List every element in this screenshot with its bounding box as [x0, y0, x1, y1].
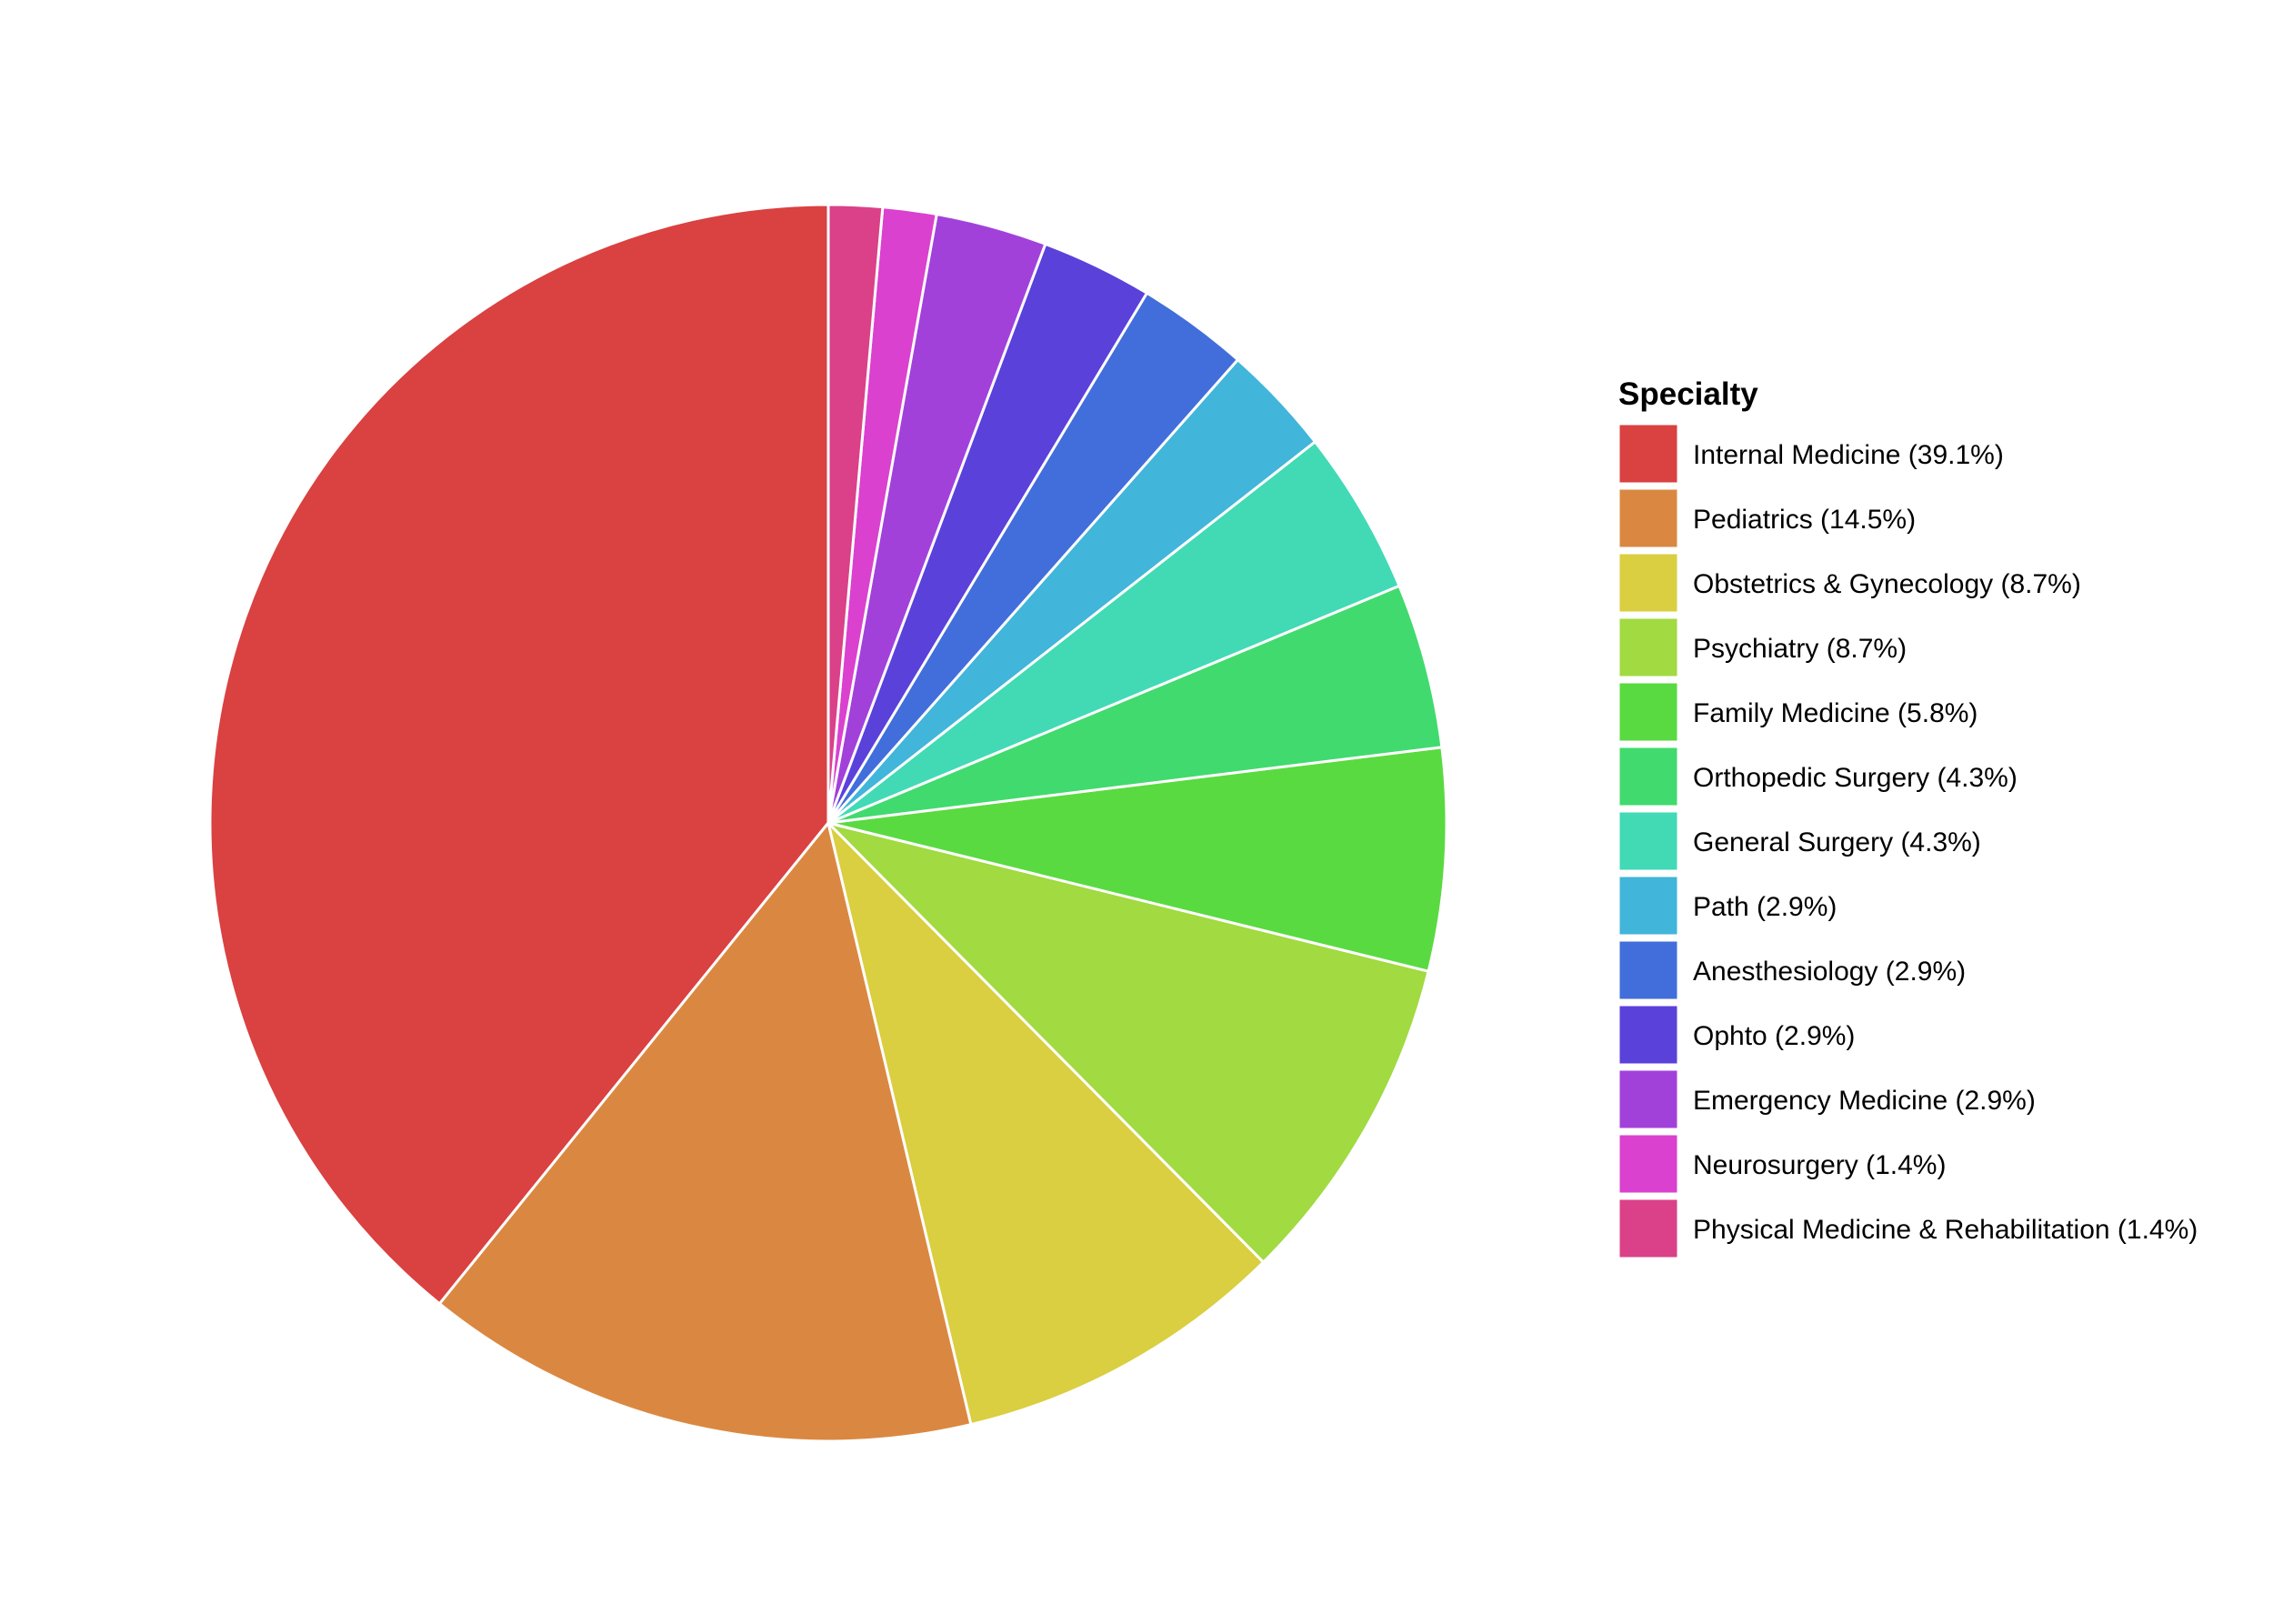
legend-label-1: Pediatrics (14.5%): [1693, 505, 1916, 535]
legend-label-0: Internal Medicine (39.1%): [1693, 440, 2004, 470]
legend-items: Internal Medicine (39.1%) Pediatrics (14.…: [1617, 422, 2198, 1260]
legend-key-6: [1617, 809, 1680, 873]
legend-key-8: [1617, 938, 1680, 1002]
pie-slice-0: [208, 203, 830, 1306]
legend-label-10: Emergency Medicine (2.9%): [1693, 1086, 2036, 1116]
legend-key-2: [1617, 551, 1680, 615]
legend-label-5: Orthopedic Surgery (4.3%): [1693, 763, 2018, 793]
legend-label-4: Family Medicine (5.8%): [1693, 698, 1978, 728]
legend-label-7: Path (2.9%): [1693, 892, 1837, 922]
legend-title: Specialty: [1618, 376, 1758, 412]
legend: Specialty Internal Medicine (39.1%) Pedia…: [1617, 376, 2198, 1260]
legend-key-11: [1617, 1132, 1680, 1196]
legend-key-9: [1617, 1003, 1680, 1067]
pie-slice-1: [437, 821, 973, 1443]
legend-label-12: Physical Medicine & Rehabilitation (1.4%…: [1693, 1215, 2198, 1245]
legend-key-7: [1617, 874, 1680, 937]
legend-key-10: [1617, 1068, 1680, 1131]
legend-key-1: [1617, 486, 1680, 550]
legend-key-5: [1617, 745, 1680, 808]
pie-slice-12: [826, 203, 885, 825]
legend-key-3: [1617, 616, 1680, 679]
pie-slice-2: [826, 821, 1266, 1427]
pie-slice-4: [826, 746, 1448, 973]
pie-slice-6: [826, 440, 1401, 825]
legend-label-3: Psychiatry (8.7%): [1693, 634, 1907, 664]
legend-key-12: [1617, 1197, 1680, 1260]
pie-slices: [208, 203, 1448, 1443]
legend-label-9: Ophto (2.9%): [1693, 1021, 1855, 1051]
legend-key-0: [1617, 422, 1680, 486]
legend-label-2: Obstetrics & Gynecology (8.7%): [1693, 569, 2081, 599]
pie-slice-5: [826, 584, 1444, 825]
legend-label-11: Neurosurgery (1.4%): [1693, 1150, 1946, 1180]
legend-label-8: Anesthesiology (2.9%): [1693, 957, 1966, 987]
pie-slice-3: [826, 821, 1430, 1264]
legend-key-4: [1617, 680, 1680, 744]
legend-label-6: General Surgery (4.3%): [1693, 827, 1981, 857]
